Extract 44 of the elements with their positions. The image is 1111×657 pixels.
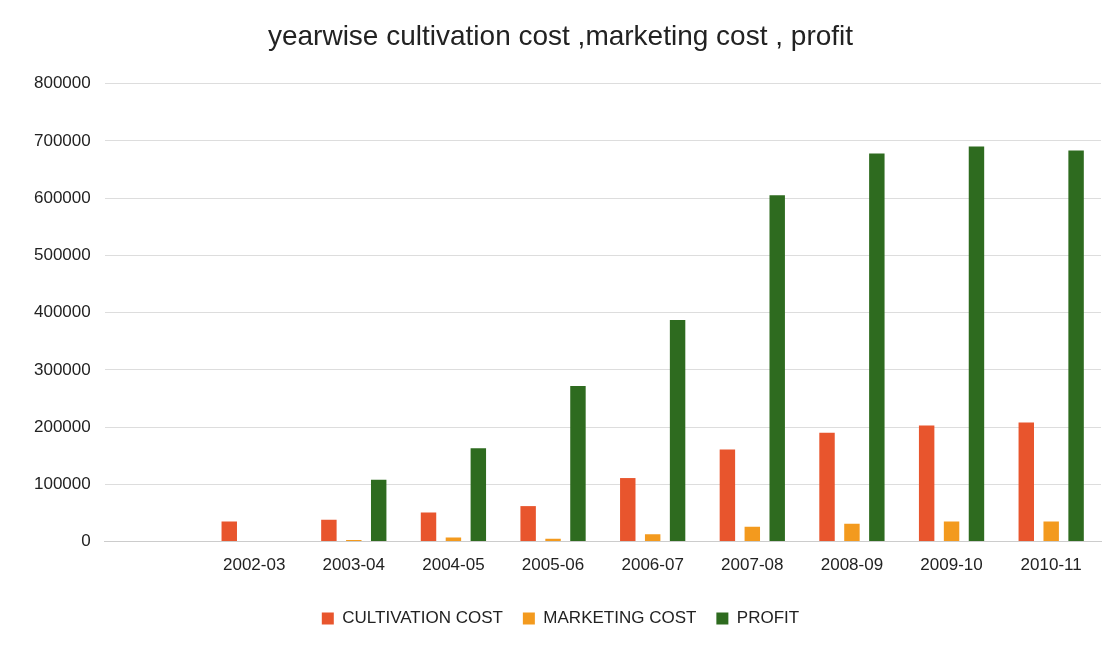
bar: [719, 449, 736, 542]
y-tick-label: 800000: [33, 73, 91, 93]
legend-label: PROFIT: [736, 608, 800, 628]
bar: [869, 153, 885, 542]
bar: [1068, 150, 1084, 542]
bar: [570, 385, 586, 542]
bar: [1018, 422, 1034, 542]
y-tick-label: 700000: [33, 130, 91, 150]
x-tick-label: 2003-04: [322, 555, 385, 575]
bar: [321, 519, 337, 542]
y-tick-label: 0: [81, 531, 91, 551]
bar: [620, 478, 636, 542]
y-tick-label: 100000: [33, 474, 91, 494]
bar: [1043, 521, 1059, 542]
bar: [370, 479, 387, 542]
bar: [744, 526, 761, 542]
bar: [644, 534, 661, 542]
x-tick-label: 2005-06: [521, 555, 585, 575]
x-tick-label: 2006-07: [621, 555, 684, 575]
x-tick-label: 2010-11: [1020, 555, 1082, 575]
y-tick-label: 300000: [33, 359, 91, 379]
x-tick-label: 2009-10: [920, 555, 983, 575]
bar: [221, 521, 237, 542]
x-tick-label: 2002-03: [222, 555, 286, 575]
bar: [819, 432, 835, 542]
x-tick-label: 2004-05: [422, 555, 485, 575]
legend-label: CULTIVATION COST: [342, 608, 503, 628]
bar: [520, 506, 536, 542]
x-tick-label: 2008-09: [820, 555, 884, 575]
bar: [968, 146, 985, 542]
bar: [943, 521, 960, 542]
y-tick-label: 400000: [33, 302, 91, 322]
bar: [918, 425, 935, 542]
bar: [470, 448, 487, 542]
bar: [844, 523, 860, 542]
x-tick-label: 2007-08: [721, 555, 784, 575]
bar: [769, 195, 785, 542]
y-tick-label: 600000: [33, 187, 91, 207]
y-tick-label: 200000: [33, 416, 91, 436]
y-tick-label: 500000: [33, 245, 91, 265]
bar: [669, 320, 686, 542]
bar: [420, 512, 437, 542]
legend-label: MARKETING COST: [543, 608, 697, 628]
chart-title: yearwise cultivation cost ,marketing cost , profit: [267, 19, 854, 51]
